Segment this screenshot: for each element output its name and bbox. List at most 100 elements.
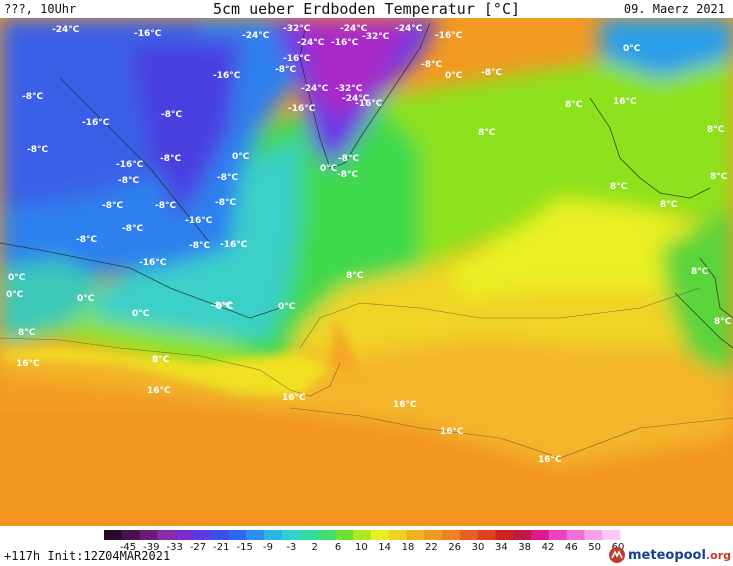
color-scale-swatch: [246, 530, 265, 540]
color-scale-tick: 34: [495, 542, 508, 553]
temperature-label: 8°C: [691, 267, 709, 277]
temperature-label: -24°C: [297, 38, 325, 48]
temperature-label: -24°C: [395, 24, 423, 34]
map-footer: -45 -39 -33 -27 -21 -15 -9 -3 2 6 10 14 18 22 26 30 34 38…: [0, 526, 733, 566]
temperature-label: 0°C: [278, 302, 296, 312]
color-scale-swatch: [228, 530, 247, 540]
temperature-label: 0°C: [445, 71, 463, 81]
temperature-label: -24°C: [340, 24, 368, 34]
temperature-label: -16°C: [331, 38, 359, 48]
color-scale-swatch: [566, 530, 585, 540]
temperature-label: 0°C: [320, 164, 338, 174]
color-scale-tick: -3: [286, 542, 296, 553]
color-scale-swatch: [175, 530, 194, 540]
color-scale-swatch: [192, 530, 212, 540]
color-scale-swatch: [459, 530, 479, 540]
temperature-label: -8°C: [161, 110, 182, 120]
temperature-label: -32°C: [362, 32, 390, 42]
temperature-label: -8°C: [217, 173, 238, 183]
temperature-label: 16°C: [393, 400, 417, 410]
temperature-label: 8°C: [660, 200, 678, 210]
temperature-label: 0°C: [232, 152, 250, 162]
temperature-label: -16°C: [288, 104, 316, 114]
color-scale-swatch: [104, 530, 123, 540]
temperature-label: 8°C: [707, 125, 725, 135]
color-scale-swatch: [548, 530, 568, 540]
color-scale-swatch: [121, 530, 141, 540]
temperature-label: -16°C: [82, 118, 110, 128]
map-header: ???, 10Uhr 5cm ueber Erdboden Temperatur…: [0, 0, 733, 20]
temperature-labels: -24°C -16°C -32°C -24°C -24°C-24°C -16°C-24°C…: [6, 24, 732, 465]
temperature-label: 8°C: [610, 182, 628, 192]
color-scale-tick: 30: [472, 542, 485, 553]
color-scale-tick: 26: [448, 542, 461, 553]
color-scale-tick: -39: [143, 542, 159, 553]
temperature-label: -32°C: [283, 24, 311, 34]
temperature-label: 8°C: [18, 328, 36, 338]
color-scale-swatch: [281, 530, 301, 540]
meteopool-logo-icon: [609, 547, 625, 563]
color-scale-swatch: [602, 530, 621, 540]
color-scale-tick: 10: [355, 542, 368, 553]
color-scale-swatch: [406, 530, 425, 540]
color-scale-swatch: [442, 530, 461, 540]
temperature-label: -8°C: [211, 301, 232, 311]
isotherms: [0, 287, 733, 459]
temperature-label: -8°C: [421, 60, 442, 70]
color-scale-tick: -9: [263, 542, 273, 553]
color-scale-swatch: [477, 530, 496, 540]
color-scale-swatch: [424, 530, 443, 540]
meteopool-brand-text: meteopool.org: [628, 547, 731, 563]
temperature-label: -16°C: [139, 258, 167, 268]
temperature-label: 0°C: [623, 44, 641, 54]
color-scale-swatch: [317, 530, 336, 540]
meteopool-logo[interactable]: meteopool.org: [608, 546, 731, 564]
temperature-label: 0°C: [216, 302, 234, 312]
temperature-label: 8°C: [152, 355, 170, 365]
color-scale-tick: 46: [565, 542, 578, 553]
temperature-label: -16°C: [283, 54, 311, 64]
color-scale-tick: -33: [166, 542, 182, 553]
temperature-label: -16°C: [185, 216, 213, 226]
temperature-color-scale: -45 -39 -33 -27 -21 -15 -9 -3 2 6 10 14 18 22 26 30 34 38…: [104, 530, 624, 553]
temperature-label: -8°C: [118, 176, 139, 186]
temperature-label: -8°C: [155, 201, 176, 211]
temperature-label: 16°C: [147, 386, 171, 396]
temperature-label: -16°C: [355, 99, 383, 109]
temperature-label: -8°C: [122, 224, 143, 234]
temperature-label: 16°C: [16, 359, 40, 369]
temperature-label: 0°C: [132, 309, 150, 319]
temperature-label: 16°C: [538, 455, 562, 465]
temperature-label: 16°C: [440, 427, 464, 437]
temperature-label: 8°C: [478, 128, 496, 138]
color-scale-swatch: [584, 530, 603, 540]
color-scale-swatch: [370, 530, 390, 540]
temperature-label: -8°C: [481, 68, 502, 78]
color-scale-tick: 18: [402, 542, 415, 553]
color-scale-tick: -27: [190, 542, 206, 553]
temperature-label: -24°C: [242, 31, 270, 41]
temperature-label: -8°C: [189, 241, 210, 251]
valid-time-label: ???, 10Uhr: [4, 2, 77, 16]
color-scale-swatch: [264, 530, 283, 540]
temperature-label: -16°C: [134, 29, 162, 39]
color-scale-swatch: [335, 530, 354, 540]
temperature-label: 16°C: [613, 97, 637, 107]
temperature-label: 0°C: [8, 273, 26, 283]
temperature-label: 16°C: [282, 393, 306, 403]
color-scale-tick: 6: [335, 542, 341, 553]
temperature-label: 0°C: [77, 294, 95, 304]
valid-date-label: 09. Maerz 2021: [623, 2, 725, 16]
color-scale-tick: -15: [236, 542, 252, 553]
temperature-label: -8°C: [337, 170, 358, 180]
temperature-label: -8°C: [102, 201, 123, 211]
temperature-label: -8°C: [275, 65, 296, 75]
temperature-label: -24°C: [52, 25, 80, 35]
color-scale-swatch: [513, 530, 532, 540]
color-scale-swatch: [210, 530, 230, 540]
color-scale-tick: 50: [588, 542, 601, 553]
temperature-map: -24°C -16°C -32°C -24°C -24°C-24°C -16°C-24°C…: [0, 18, 733, 526]
temperature-label: -24°C: [301, 84, 329, 94]
temperature-label: 0°C: [6, 290, 24, 300]
color-scale-tick: 38: [518, 542, 531, 553]
